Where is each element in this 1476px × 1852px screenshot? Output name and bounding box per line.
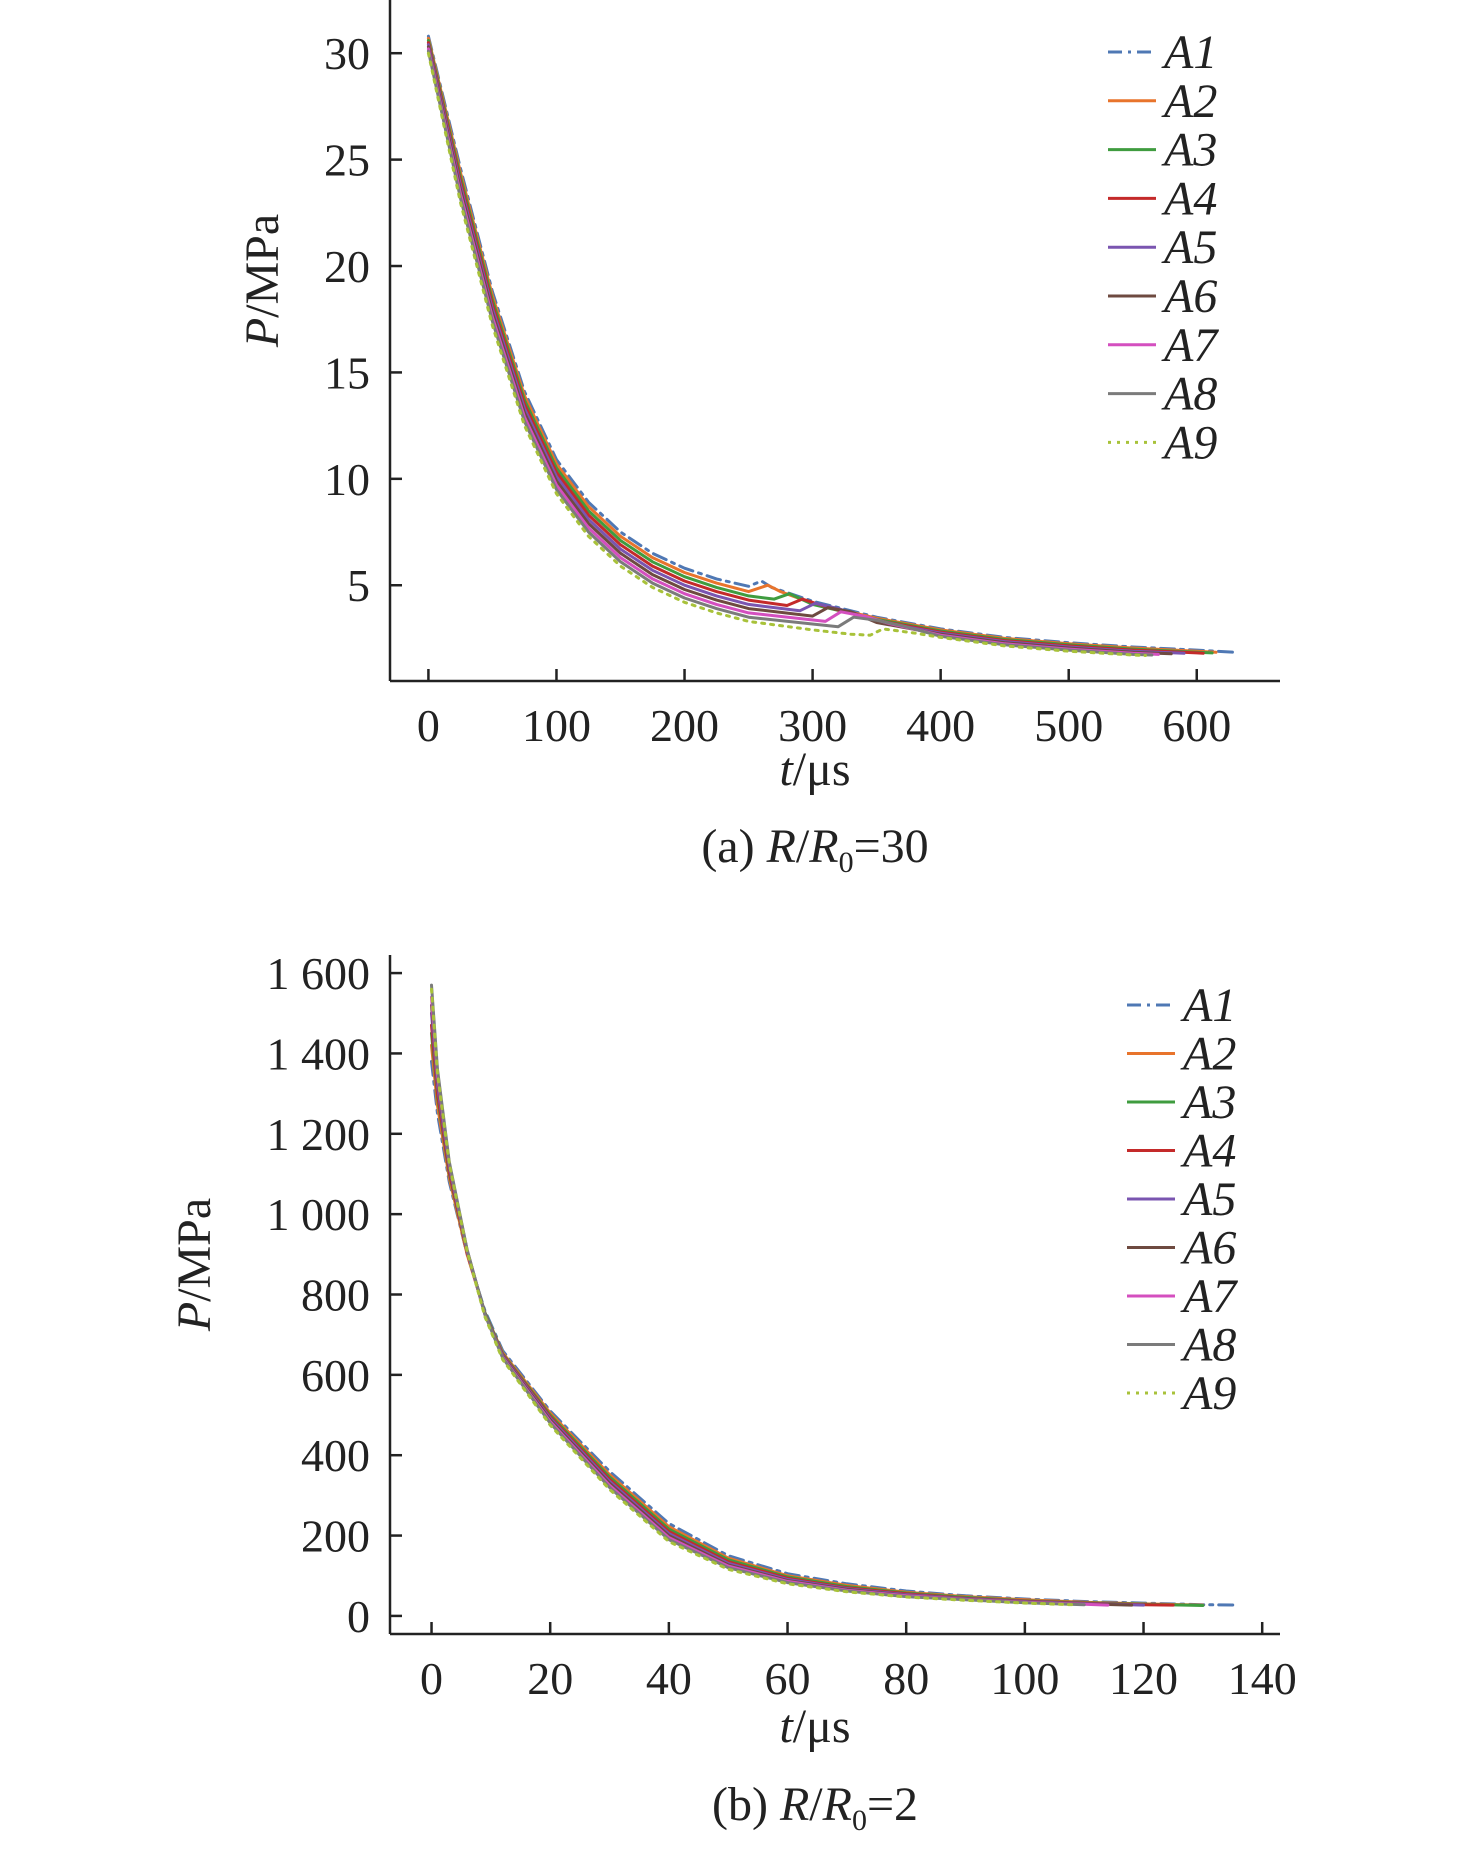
series-line-a8 [426, 49, 1154, 657]
series-line-a5 [426, 43, 1186, 655]
text-part: =30 [854, 820, 929, 873]
legend-label-a8: A8 [1180, 1319, 1236, 1372]
text-part: 0 [839, 846, 854, 879]
text-part: P [236, 318, 289, 348]
text-part: t [779, 1700, 794, 1753]
legend-label-a2: A2 [1161, 75, 1217, 128]
text-part: P [168, 1302, 221, 1332]
legend-label-a4: A4 [1180, 1125, 1236, 1178]
x-tick-label: 80 [883, 1653, 929, 1704]
y-tick-label: 600 [301, 1350, 370, 1401]
series-line-a4 [430, 1023, 1175, 1607]
x-tick-label: 600 [1162, 700, 1231, 751]
x-tick-label: 100 [522, 700, 591, 751]
series-line-a3 [430, 1031, 1205, 1607]
x-tick-label: 40 [646, 1653, 692, 1704]
y-tick-label: 200 [301, 1511, 370, 1562]
legend-label-a9: A9 [1180, 1367, 1236, 1420]
figure-caption: (a) R/R0=30 [701, 820, 928, 879]
x-axis-label: t/μs [779, 1700, 850, 1753]
x-tick-label: 0 [420, 1653, 443, 1704]
x-tick-label: 300 [778, 700, 847, 751]
y-tick-label: 1 000 [267, 1189, 371, 1240]
x-tick-label: 200 [650, 700, 719, 751]
series-line-a5 [430, 1011, 1145, 1607]
x-tick-label: 400 [906, 700, 975, 751]
y-tick-label: 0 [347, 1591, 370, 1642]
text-part: /μs [793, 1700, 851, 1753]
y-tick-label: 25 [324, 135, 370, 186]
y-tick-label: 1 400 [267, 1028, 371, 1079]
legend-label-a9: A9 [1161, 416, 1217, 469]
x-tick-label: 140 [1228, 1653, 1297, 1704]
series-line-a6 [426, 45, 1173, 656]
text-part: R [779, 1778, 809, 1831]
y-tick-label: 20 [324, 241, 370, 292]
y-tick-label: 15 [324, 347, 370, 398]
series-line-a6 [430, 1003, 1134, 1607]
y-tick-label: 1 200 [267, 1109, 371, 1160]
y-tick-label: 30 [324, 28, 370, 79]
legend-label-a1: A1 [1180, 979, 1236, 1032]
y-tick-label: 400 [301, 1430, 370, 1481]
x-tick-label: 500 [1034, 700, 1103, 751]
y-tick-label: 10 [324, 454, 370, 505]
text-part: 0 [852, 1804, 867, 1837]
series-line-a9 [430, 987, 1074, 1607]
text-part: /MPa [168, 1198, 221, 1302]
series-line-a9 [426, 51, 1147, 657]
text-part: (a) [701, 820, 766, 873]
series-line-a2 [426, 36, 1218, 654]
x-tick-label: 60 [765, 1653, 811, 1704]
text-part: t [779, 743, 794, 796]
text-part: R [808, 820, 838, 873]
legend-label-a2: A2 [1180, 1028, 1236, 1081]
text-part: R [766, 820, 796, 873]
text-part: R [822, 1778, 852, 1831]
y-tick-label: 1 600 [267, 948, 371, 999]
legend-label-a8: A8 [1161, 368, 1217, 421]
y-axis-label: P/MPa [168, 1198, 221, 1332]
text-part: /μs [793, 743, 851, 796]
x-tick-label: 120 [1109, 1653, 1178, 1704]
text-part: / [809, 1778, 823, 1831]
x-tick-label: 20 [527, 1653, 573, 1704]
series-line-a8 [430, 983, 1086, 1607]
legend-label-a5: A5 [1180, 1173, 1236, 1226]
legend-label-a7: A7 [1180, 1270, 1238, 1323]
y-axis-label: P/MPa [236, 214, 289, 348]
x-tick-label: 100 [990, 1653, 1059, 1704]
text-part: /MPa [236, 214, 289, 318]
legend-label-a1: A1 [1161, 26, 1217, 79]
figure-caption: (b) R/R0=2 [712, 1778, 918, 1837]
series-line-a4 [426, 41, 1205, 655]
series-line-a7 [430, 995, 1110, 1607]
x-axis-label: t/μs [779, 743, 850, 796]
chart-b: 0 20 40 60 80 100 120 140 0 200 400 600 800 1 000 1 20… [168, 948, 1297, 1837]
legend-label-a3: A3 [1180, 1076, 1236, 1129]
series-line-a1 [430, 1060, 1240, 1607]
x-tick-label: 0 [417, 700, 440, 751]
chart-a: 0 100 200 300 400 500 600 5 10 15 20 25 30 t/μs P/MPa A… [236, 0, 1280, 879]
series-line-a2 [430, 1043, 1205, 1607]
series-line-a3 [426, 38, 1214, 655]
legend-label-a7: A7 [1161, 319, 1219, 372]
y-tick-label: 800 [301, 1270, 370, 1321]
legend-label-a6: A6 [1180, 1222, 1236, 1275]
legend-label-a6: A6 [1161, 270, 1217, 323]
text-part: (b) [712, 1778, 780, 1831]
y-tick-label: 5 [347, 560, 370, 611]
legend-label-a5: A5 [1161, 221, 1217, 274]
legend-label-a3: A3 [1161, 124, 1217, 177]
series-line-a7 [426, 47, 1160, 656]
text-part: / [796, 820, 810, 873]
legend-label-a4: A4 [1161, 172, 1217, 225]
text-part: =2 [867, 1778, 918, 1831]
